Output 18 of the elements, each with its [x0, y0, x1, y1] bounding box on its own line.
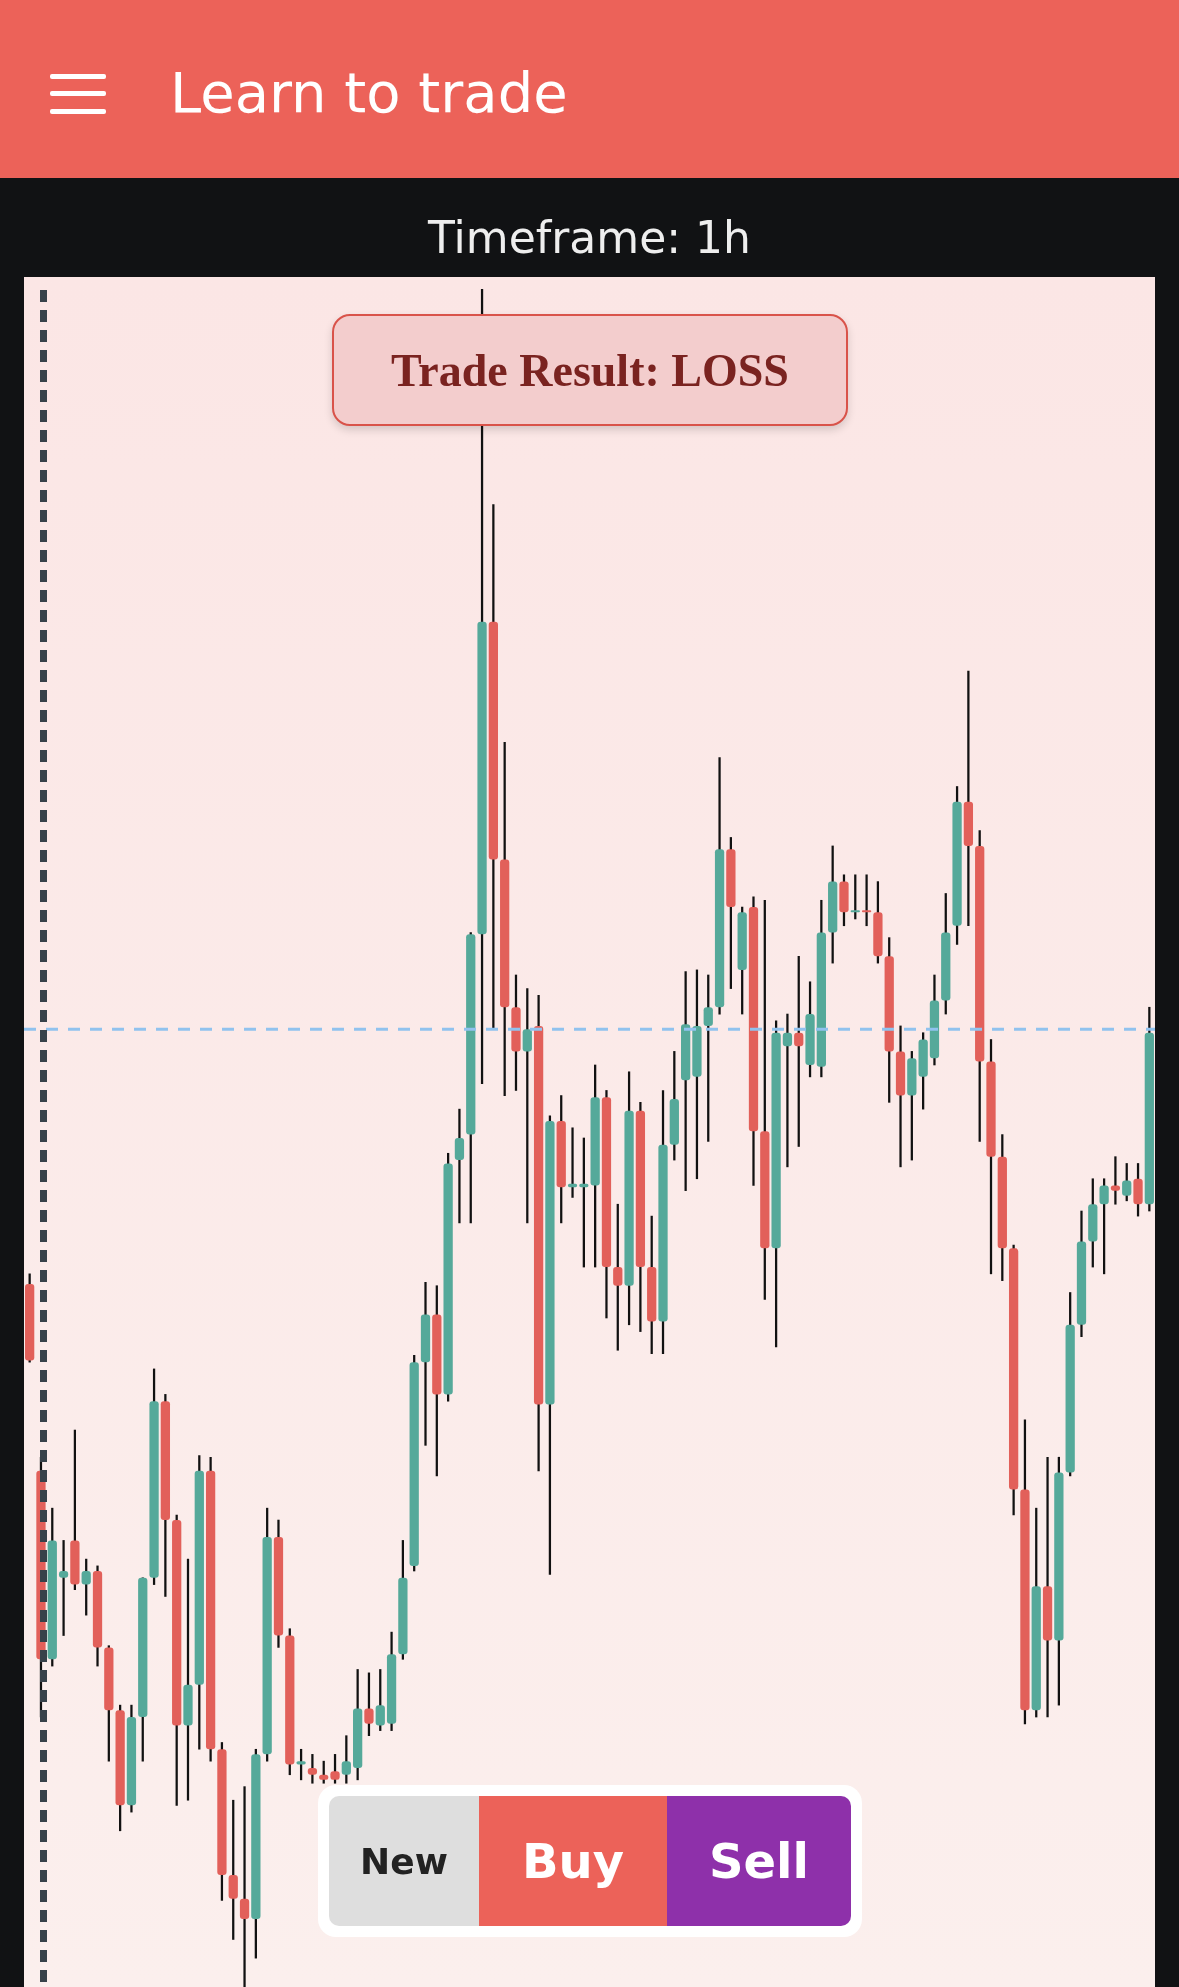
- candlestick: [454, 1108, 465, 1224]
- button: Sell: [667, 1796, 851, 1926]
- annotation: Trade Result: LOSS: [332, 314, 848, 426]
- candlestick: [58, 1540, 69, 1636]
- candlestick: [420, 1282, 431, 1446]
- candlestick: [1110, 1156, 1121, 1205]
- button: Buy: [479, 1796, 667, 1926]
- candlestick: [895, 1025, 906, 1168]
- candlestick: [861, 874, 872, 927]
- candlestick: [567, 1127, 578, 1198]
- candlestick: [307, 1754, 318, 1784]
- button: New: [329, 1796, 479, 1926]
- chart-subtitle: Timeframe: 1h: [427, 211, 752, 265]
- candlestick: [1042, 1456, 1053, 1718]
- candlestick: [782, 1013, 793, 1168]
- chart-title: Learn to trade: [170, 59, 568, 127]
- candlestick: [239, 1786, 250, 1987]
- candlestick: [963, 670, 974, 927]
